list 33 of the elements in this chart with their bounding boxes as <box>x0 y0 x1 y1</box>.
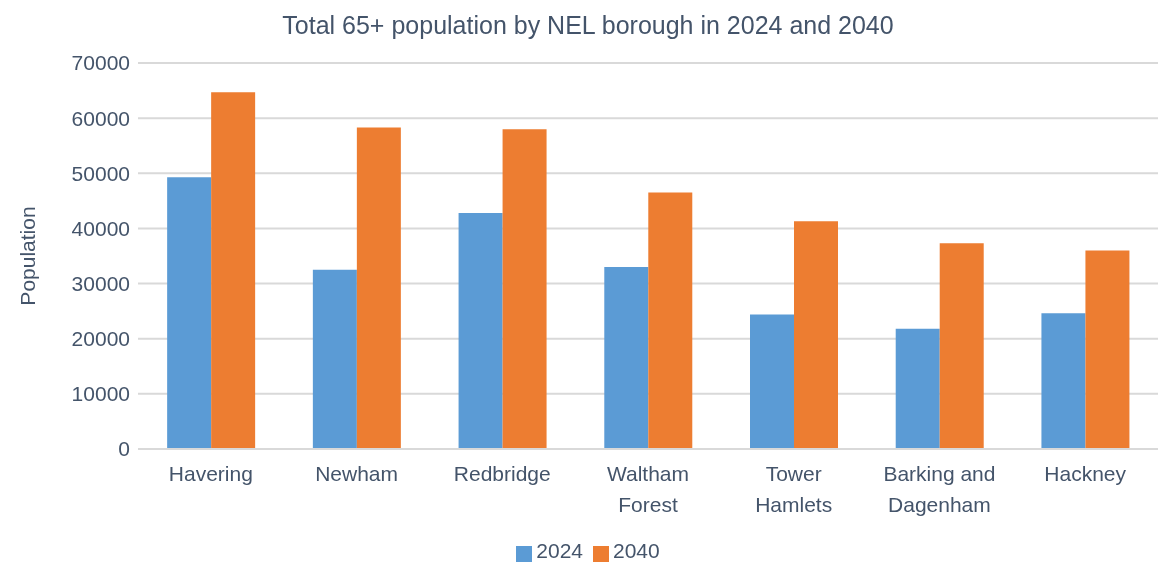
y-axis-title: Population <box>16 206 40 306</box>
y-tick-label: 20000 <box>71 327 130 351</box>
bar <box>211 92 256 449</box>
bar <box>604 267 649 449</box>
bar <box>648 192 693 449</box>
bar <box>458 212 503 449</box>
y-tick-label: 0 <box>118 437 130 461</box>
y-tick-label: 30000 <box>71 272 130 296</box>
bar <box>794 221 838 449</box>
x-tick-label: Redbridge <box>453 462 551 485</box>
chart-title: Total 65+ population by NEL borough in 2024 and 2040 <box>281 10 895 41</box>
x-tick-label: Havering <box>168 462 253 485</box>
y-tick-label: 50000 <box>71 161 130 185</box>
bar <box>312 269 357 449</box>
bar <box>939 243 984 449</box>
legend-label: 2024 <box>536 539 583 562</box>
bar <box>356 127 401 449</box>
x-tick-label: Waltham Forest <box>606 462 690 516</box>
x-tick-label: Barking and Dagenham <box>883 462 996 516</box>
y-tick-label: 10000 <box>71 382 130 406</box>
x-tick-label: Tower Hamlets <box>755 462 833 516</box>
legend-label: 2040 <box>613 539 660 562</box>
bar <box>895 328 940 449</box>
y-tick-label: 40000 <box>71 216 130 240</box>
bar <box>1085 250 1130 449</box>
bar <box>502 129 547 449</box>
y-tick-label: 70000 <box>71 51 130 75</box>
x-tick-label: Newham <box>315 462 399 485</box>
bar <box>167 177 212 449</box>
y-tick-label: 60000 <box>71 106 130 130</box>
bar <box>750 314 794 449</box>
bar <box>1041 313 1086 449</box>
x-tick-label: Hackney <box>1044 462 1127 485</box>
